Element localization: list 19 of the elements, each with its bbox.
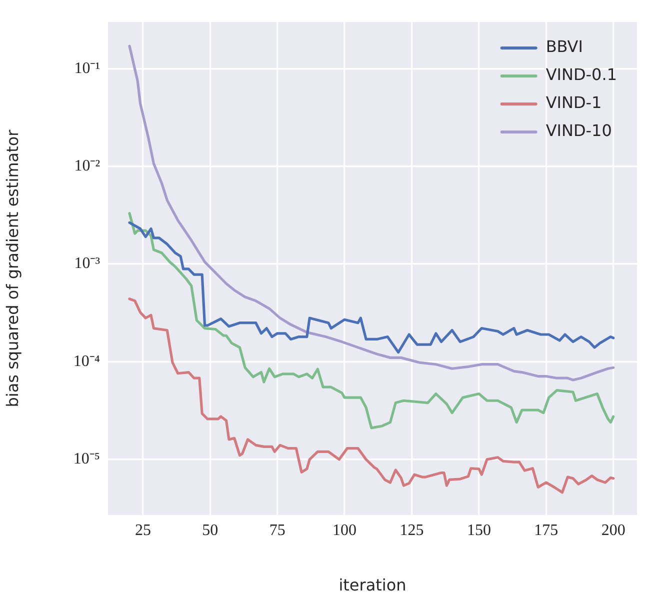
y-tick-label: 10⁻⁵ (73, 450, 100, 468)
x-tick-label: 150 (466, 522, 491, 539)
x-tick-label: 200 (601, 522, 626, 539)
x-tick-label: 75 (269, 522, 286, 539)
legend-label: VIND-10 (546, 121, 612, 140)
y-tick-label: 10⁻¹ (74, 60, 100, 77)
x-tick-label: 125 (400, 522, 424, 539)
legend-label: BBVI (546, 37, 583, 56)
legend-label: VIND-1 (546, 93, 602, 112)
x-axis-title: iteration (338, 576, 406, 595)
y-tick-label: 10⁻³ (74, 255, 100, 272)
x-tick-label: 50 (202, 522, 218, 539)
x-tick-label: 25 (134, 522, 151, 539)
x-tick-label: 175 (534, 522, 558, 539)
legend-label: VIND-0.1 (546, 65, 617, 84)
y-tick-label: 10⁻² (74, 158, 100, 175)
y-axis-title: bias squared of gradient estimator (2, 129, 22, 408)
x-tick-label: 100 (332, 522, 357, 539)
y-tick-label: 10⁻⁴ (73, 352, 100, 370)
